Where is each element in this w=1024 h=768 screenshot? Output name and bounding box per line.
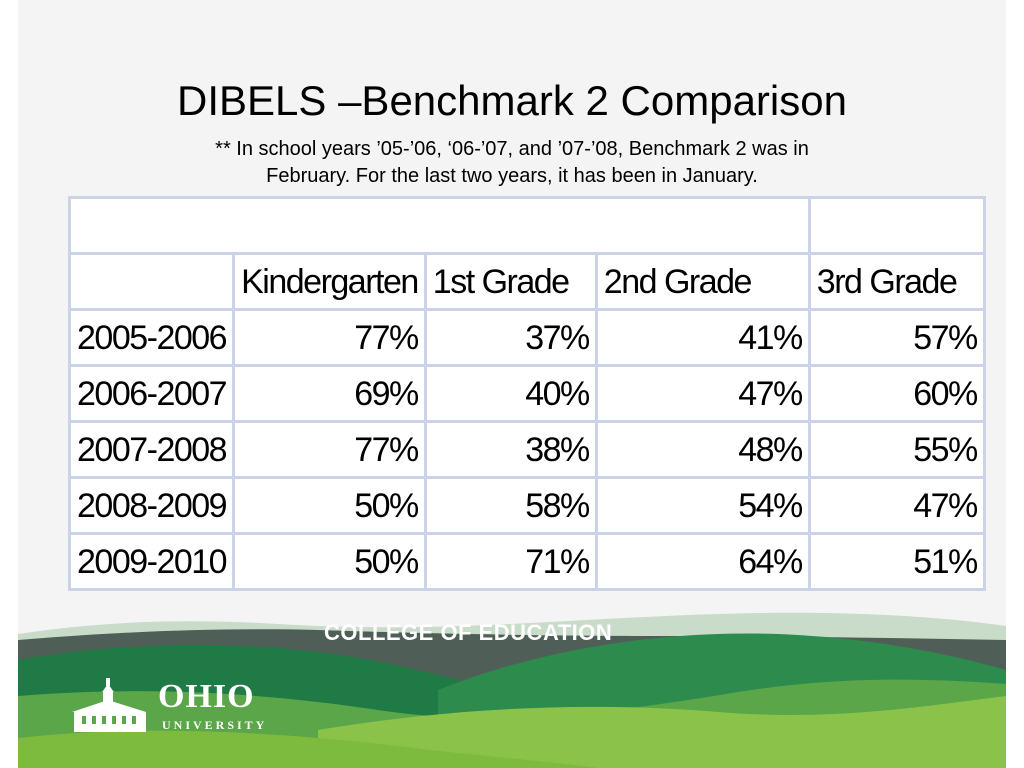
subtitle-line-2: February. For the last two years, it has…: [266, 165, 758, 187]
subtitle-line-1: ** In school years ’05-’06, ‘06-’07, and…: [215, 138, 809, 160]
value-cell: 71%: [423, 532, 598, 591]
value-cell: 47%: [594, 364, 811, 423]
value-cell: 64%: [594, 532, 811, 591]
value-cell: 54%: [594, 476, 811, 535]
table-cell-blank-wide: [68, 196, 811, 255]
value-cell: 69%: [232, 364, 427, 423]
header-cell-2nd-grade: 2nd Grade: [594, 252, 811, 311]
college-of-education-banner: COLLEGE OF EDUCATION: [324, 620, 613, 645]
header-cell-3rd-grade: 3rd Grade: [807, 252, 986, 311]
table-header-row: Kindergarten 1st Grade 2nd Grade 3rd Gra…: [67, 252, 986, 311]
header-cell-1st-grade: 1st Grade: [423, 252, 598, 311]
header-cell-kindergarten: Kindergarten: [232, 252, 427, 311]
value-cell: 50%: [232, 476, 427, 535]
table-row: 2009-2010 50% 71% 64% 51%: [67, 532, 986, 591]
cutler-hall-icon: [72, 678, 146, 732]
table-row: 2008-2009 50% 58% 54% 47%: [67, 476, 986, 535]
value-cell: 41%: [594, 308, 811, 367]
year-cell: 2008-2009: [67, 476, 236, 535]
year-cell: 2005-2006: [67, 308, 236, 367]
value-cell: 50%: [232, 532, 427, 591]
value-cell: 77%: [232, 420, 427, 479]
table-row-blank: [68, 196, 986, 255]
table-row: 2007-2008 77% 38% 48% 55%: [67, 420, 986, 479]
value-cell: 77%: [232, 308, 427, 367]
value-cell: 60%: [807, 364, 986, 423]
slide-subtitle: ** In school years ’05-’06, ‘06-’07, and…: [18, 136, 1006, 190]
year-cell: 2007-2008: [67, 420, 236, 479]
value-cell: 38%: [423, 420, 598, 479]
table-cell-blank: [807, 196, 986, 255]
table-row: 2006-2007 69% 40% 47% 60%: [67, 364, 986, 423]
footer-hills: [18, 600, 1006, 768]
footer-hills-graphic: [18, 600, 1006, 768]
year-cell: 2006-2007: [67, 364, 236, 423]
value-cell: 40%: [423, 364, 598, 423]
ohio-university-logo: OHIO UNIVERSITY: [66, 676, 276, 740]
logo-wordmark: OHIO: [158, 678, 255, 715]
header-cell-corner: [67, 252, 236, 311]
value-cell: 55%: [807, 420, 986, 479]
value-cell: 51%: [807, 532, 986, 591]
year-cell: 2009-2010: [67, 532, 236, 591]
value-cell: 57%: [807, 308, 986, 367]
table-row: 2005-2006 77% 37% 41% 57%: [67, 308, 986, 367]
value-cell: 58%: [423, 476, 598, 535]
value-cell: 48%: [594, 420, 811, 479]
benchmark-table: Kindergarten 1st Grade 2nd Grade 3rd Gra…: [67, 196, 986, 591]
value-cell: 37%: [423, 308, 598, 367]
value-cell: 47%: [807, 476, 986, 535]
slide-title: DIBELS –Benchmark 2 Comparison: [177, 77, 847, 124]
logo-subtitle: UNIVERSITY: [162, 718, 268, 732]
